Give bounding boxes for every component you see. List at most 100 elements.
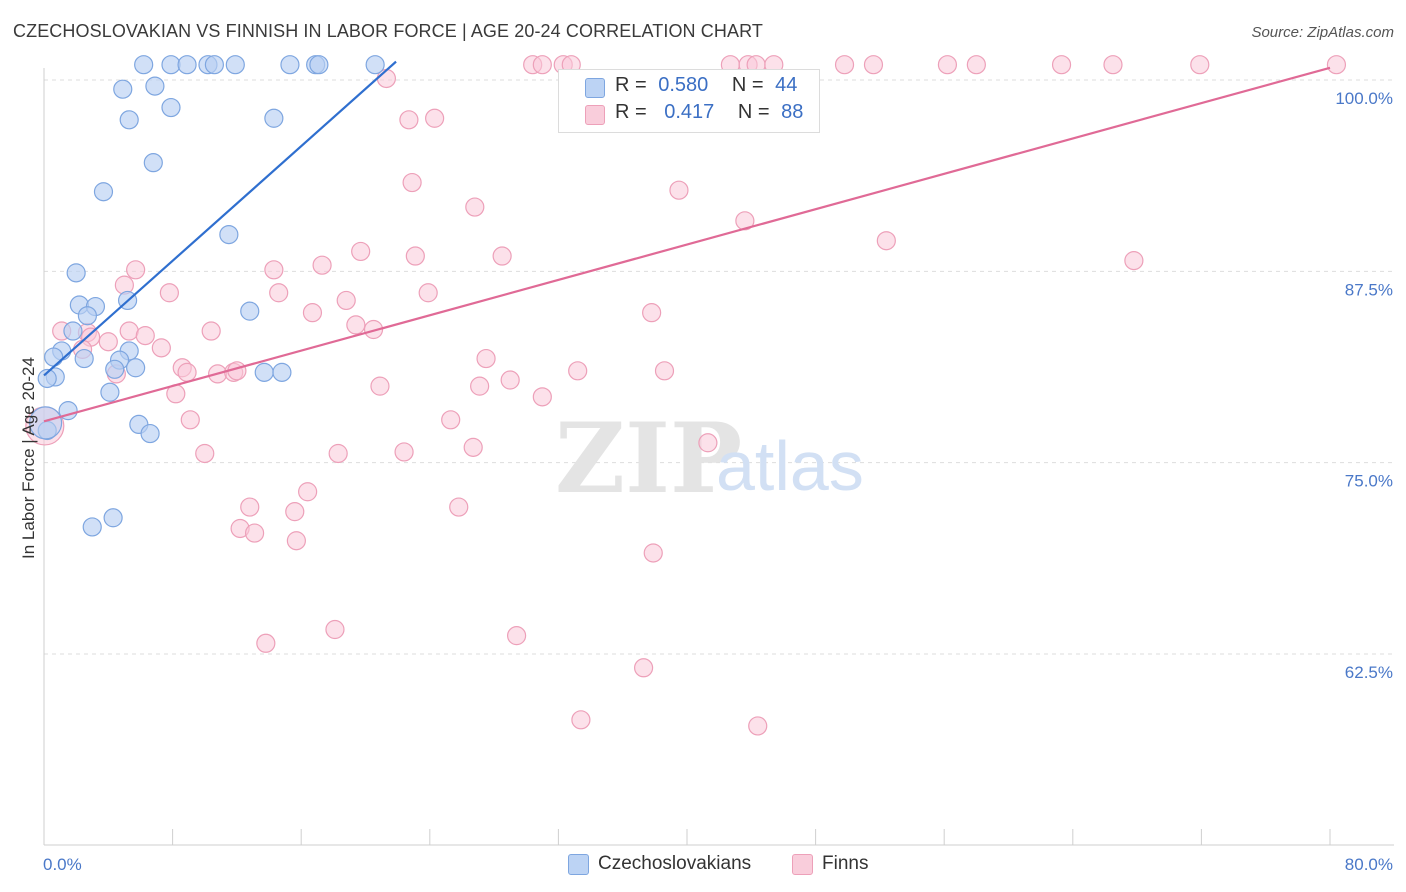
finns-point: [286, 503, 304, 521]
czech-point: [141, 425, 159, 443]
czech-point: [114, 80, 132, 98]
finns-point: [493, 247, 511, 265]
y-axis-label: In Labor Force | Age 20-24: [19, 357, 38, 559]
finns-point: [270, 284, 288, 302]
finns-point: [508, 627, 526, 645]
czech-point: [265, 109, 283, 127]
finns-point: [938, 56, 956, 74]
finns-point: [136, 327, 154, 345]
legend: R = 0.580 N = 44 R = 0.417 N = 88: [558, 69, 820, 133]
finns-point: [1327, 56, 1345, 74]
y-tick-label: 87.5%: [1345, 280, 1393, 299]
bottom-legend-swatch-finns: [792, 854, 813, 875]
finns-point: [337, 291, 355, 309]
finns-point: [241, 498, 259, 516]
czech-point: [146, 77, 164, 95]
finns-point: [127, 261, 145, 279]
czech-point: [75, 350, 93, 368]
czech-point: [104, 509, 122, 527]
finns-point: [160, 284, 178, 302]
gridlines: [44, 80, 1394, 654]
finns-point: [257, 634, 275, 652]
czech-point: [178, 56, 196, 74]
finns-point: [120, 322, 138, 340]
finns-point: [99, 333, 117, 351]
finns-point: [400, 111, 418, 129]
czech-point: [106, 360, 124, 378]
finns-point: [1104, 56, 1122, 74]
finns-point: [655, 362, 673, 380]
finns-point: [836, 56, 854, 74]
czech-points: [30, 56, 385, 536]
finns-point: [152, 339, 170, 357]
czech-point: [366, 56, 384, 74]
czech-point: [226, 56, 244, 74]
finns-point: [533, 388, 551, 406]
finns-point: [464, 438, 482, 456]
bottom-legend-label-czech: Czechoslovakians: [598, 853, 751, 875]
legend-n-label: N =: [732, 74, 764, 96]
czech-point: [220, 226, 238, 244]
finns-point: [635, 659, 653, 677]
legend-r-value: 0.580: [658, 74, 708, 96]
finns-point: [1053, 56, 1071, 74]
legend-swatch-finns: [585, 105, 605, 125]
x-tick-label: 0.0%: [43, 855, 82, 874]
finns-point: [572, 711, 590, 729]
finns-point: [699, 434, 717, 452]
finns-point: [313, 256, 331, 274]
czech-point: [144, 154, 162, 172]
finns-point: [265, 261, 283, 279]
finns-point: [643, 304, 661, 322]
watermark: ZIP atlas: [555, 402, 864, 515]
scatter-chart: ZIP atlas 62.5%75.0%87.5%100.0% 0.0% 80.0…: [0, 0, 1406, 892]
finns-point: [569, 362, 587, 380]
watermark-zip: ZIP: [555, 402, 742, 515]
finns-point: [501, 371, 519, 389]
finns-point: [303, 304, 321, 322]
legend-n-value: 88: [781, 101, 803, 123]
czech-point: [67, 264, 85, 282]
finns-point: [347, 316, 365, 334]
czech-point: [83, 518, 101, 536]
finns-point: [395, 443, 413, 461]
czech-point: [120, 111, 138, 129]
bottom-legend-swatch-czech: [568, 854, 589, 875]
finns-point: [329, 444, 347, 462]
czech-point: [310, 56, 328, 74]
finns-point: [406, 247, 424, 265]
legend-r-label: R =: [615, 101, 647, 123]
finns-point: [1125, 252, 1143, 270]
czech-point: [101, 383, 119, 401]
legend-n-label: N =: [738, 101, 770, 123]
legend-n-value: 44: [775, 74, 797, 96]
y-tick-labels: 62.5% 75.0% 87.5% 100.0%: [1335, 89, 1393, 682]
y-tick-label: 75.0%: [1345, 472, 1393, 491]
finns-point: [749, 717, 767, 735]
legend-r-label: R =: [615, 74, 647, 96]
finns-point: [178, 363, 196, 381]
finns-points: [26, 56, 1346, 735]
czech-point: [281, 56, 299, 74]
finns-point: [644, 544, 662, 562]
finns-point: [196, 444, 214, 462]
finns-point: [326, 621, 344, 639]
y-tick-label: 62.5%: [1345, 663, 1393, 682]
czech-point: [162, 56, 180, 74]
bottom-legend-label-finns: Finns: [822, 853, 868, 875]
finns-point: [246, 524, 264, 542]
legend-swatch-czech: [585, 78, 605, 98]
finns-point: [403, 174, 421, 192]
finns-point: [670, 181, 688, 199]
x-tick-label: 80.0%: [1345, 855, 1393, 874]
finns-point: [442, 411, 460, 429]
finns-point: [466, 198, 484, 216]
czech-point: [255, 363, 273, 381]
finns-point: [181, 411, 199, 429]
finns-point: [477, 350, 495, 368]
finns-point: [471, 377, 489, 395]
finns-point: [450, 498, 468, 516]
finns-point: [352, 242, 370, 260]
finns-point: [426, 109, 444, 127]
czech-point: [273, 363, 291, 381]
